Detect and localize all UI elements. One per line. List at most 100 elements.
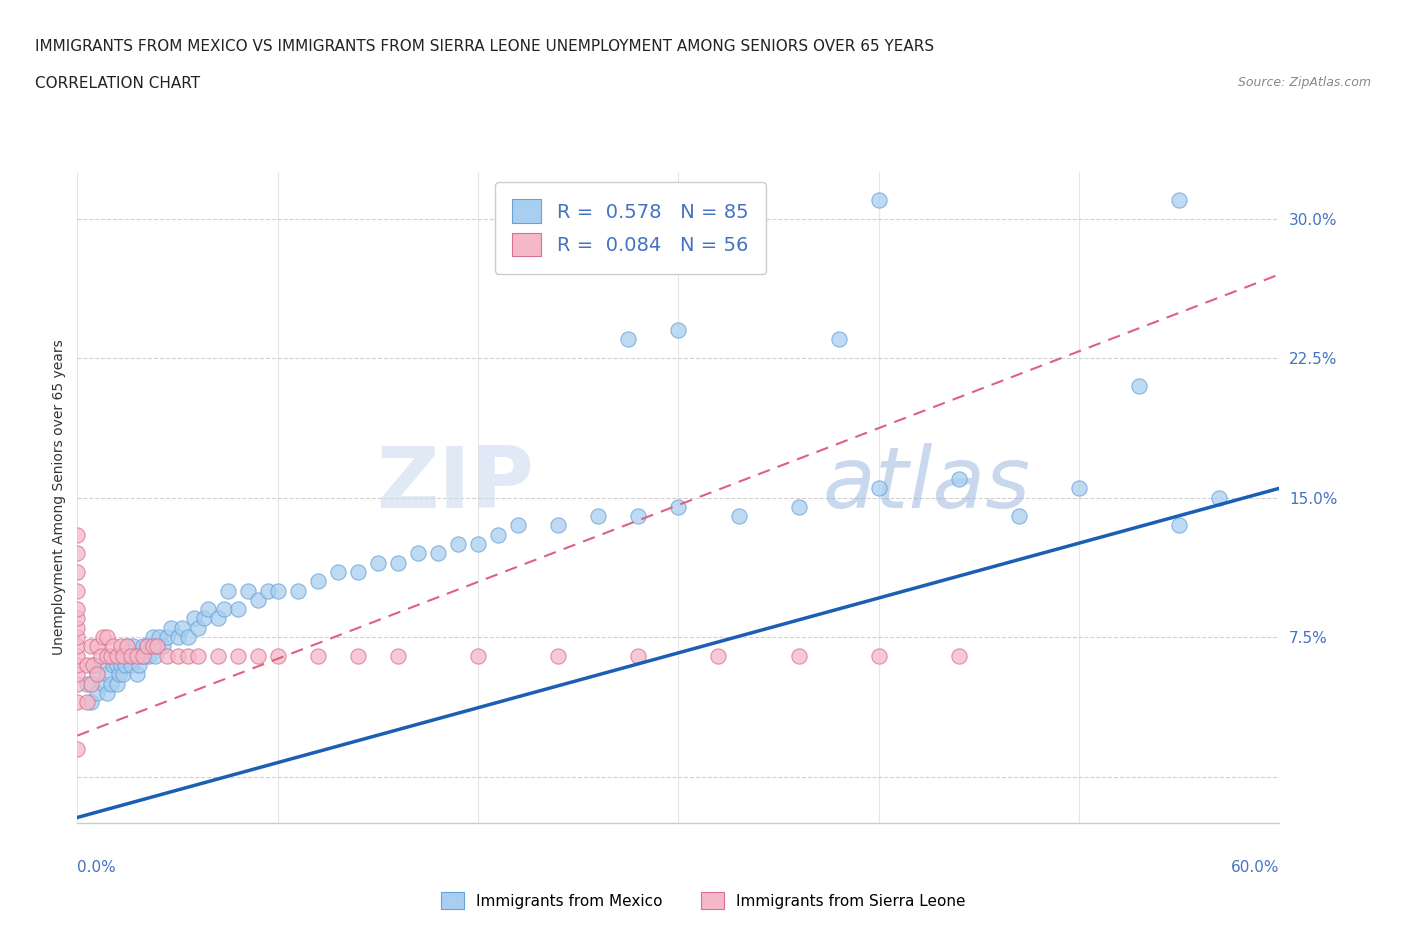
Point bbox=[145, 648, 167, 663]
Point bbox=[76, 695, 98, 710]
Point bbox=[1128, 379, 1150, 393]
Point bbox=[132, 639, 155, 654]
Point bbox=[267, 648, 290, 663]
Point bbox=[108, 667, 131, 682]
Point bbox=[110, 658, 132, 672]
Point bbox=[787, 648, 810, 663]
Point bbox=[467, 537, 489, 551]
Point bbox=[617, 332, 640, 347]
Point bbox=[186, 648, 209, 663]
Point bbox=[256, 583, 278, 598]
Point bbox=[160, 620, 183, 635]
Point bbox=[347, 648, 370, 663]
Text: 0.0%: 0.0% bbox=[77, 860, 117, 875]
Point bbox=[136, 639, 159, 654]
Point bbox=[387, 555, 409, 570]
Point bbox=[138, 648, 160, 663]
Point bbox=[197, 602, 219, 617]
Point bbox=[66, 546, 89, 561]
Point bbox=[627, 648, 650, 663]
Point bbox=[176, 630, 198, 644]
Point bbox=[127, 667, 149, 682]
Point bbox=[326, 565, 349, 579]
Point bbox=[110, 648, 132, 663]
Point bbox=[287, 583, 309, 598]
Point bbox=[66, 658, 89, 672]
Point bbox=[80, 676, 103, 691]
Point bbox=[267, 583, 290, 598]
Text: Source: ZipAtlas.com: Source: ZipAtlas.com bbox=[1237, 76, 1371, 89]
Point bbox=[217, 583, 239, 598]
Text: IMMIGRANTS FROM MEXICO VS IMMIGRANTS FROM SIERRA LEONE UNEMPLOYMENT AMONG SENIOR: IMMIGRANTS FROM MEXICO VS IMMIGRANTS FRO… bbox=[35, 39, 934, 54]
Point bbox=[86, 667, 108, 682]
Point bbox=[66, 620, 89, 635]
Point bbox=[1069, 481, 1091, 496]
Point bbox=[107, 658, 129, 672]
Point bbox=[146, 639, 169, 654]
Point bbox=[347, 565, 370, 579]
Point bbox=[868, 481, 890, 496]
Point bbox=[132, 648, 155, 663]
Point bbox=[66, 741, 89, 756]
Point bbox=[93, 630, 115, 644]
Point bbox=[96, 648, 118, 663]
Point bbox=[186, 620, 209, 635]
Point bbox=[627, 509, 650, 524]
Point bbox=[588, 509, 610, 524]
Point bbox=[96, 685, 118, 700]
Point bbox=[1168, 193, 1191, 207]
Point bbox=[122, 648, 145, 663]
Point bbox=[367, 555, 389, 570]
Point bbox=[66, 630, 89, 644]
Point bbox=[246, 648, 269, 663]
Point bbox=[727, 509, 749, 524]
Point bbox=[828, 332, 851, 347]
Point bbox=[146, 639, 169, 654]
Point bbox=[948, 648, 970, 663]
Point bbox=[212, 602, 235, 617]
Point bbox=[86, 639, 108, 654]
Point bbox=[66, 565, 89, 579]
Point bbox=[193, 611, 215, 626]
Point bbox=[112, 667, 135, 682]
Point bbox=[103, 639, 125, 654]
Point bbox=[1168, 518, 1191, 533]
Point bbox=[134, 648, 156, 663]
Point bbox=[236, 583, 259, 598]
Point bbox=[166, 648, 188, 663]
Legend: R =  0.578   N = 85, R =  0.084   N = 56: R = 0.578 N = 85, R = 0.084 N = 56 bbox=[495, 181, 766, 274]
Point bbox=[66, 583, 89, 598]
Point bbox=[156, 648, 179, 663]
Point bbox=[66, 602, 89, 617]
Point bbox=[226, 648, 249, 663]
Point bbox=[668, 323, 690, 338]
Text: atlas: atlas bbox=[823, 443, 1031, 526]
Point bbox=[868, 193, 890, 207]
Point bbox=[207, 611, 229, 626]
Point bbox=[110, 639, 132, 654]
Point bbox=[307, 648, 329, 663]
Point bbox=[170, 620, 193, 635]
Point bbox=[66, 695, 89, 710]
Text: ZIP: ZIP bbox=[377, 443, 534, 526]
Point bbox=[117, 639, 139, 654]
Point bbox=[176, 648, 198, 663]
Point bbox=[307, 574, 329, 589]
Point bbox=[122, 639, 145, 654]
Point bbox=[120, 658, 142, 672]
Legend: Immigrants from Mexico, Immigrants from Sierra Leone: Immigrants from Mexico, Immigrants from … bbox=[434, 886, 972, 915]
Point bbox=[82, 658, 104, 672]
Point bbox=[96, 667, 118, 682]
Point bbox=[142, 639, 165, 654]
Point bbox=[66, 648, 89, 663]
Point bbox=[207, 648, 229, 663]
Point bbox=[80, 695, 103, 710]
Point bbox=[76, 658, 98, 672]
Point bbox=[86, 667, 108, 682]
Point bbox=[107, 676, 129, 691]
Point bbox=[107, 648, 129, 663]
Point bbox=[127, 648, 149, 663]
Point bbox=[226, 602, 249, 617]
Point bbox=[66, 611, 89, 626]
Point bbox=[131, 648, 153, 663]
